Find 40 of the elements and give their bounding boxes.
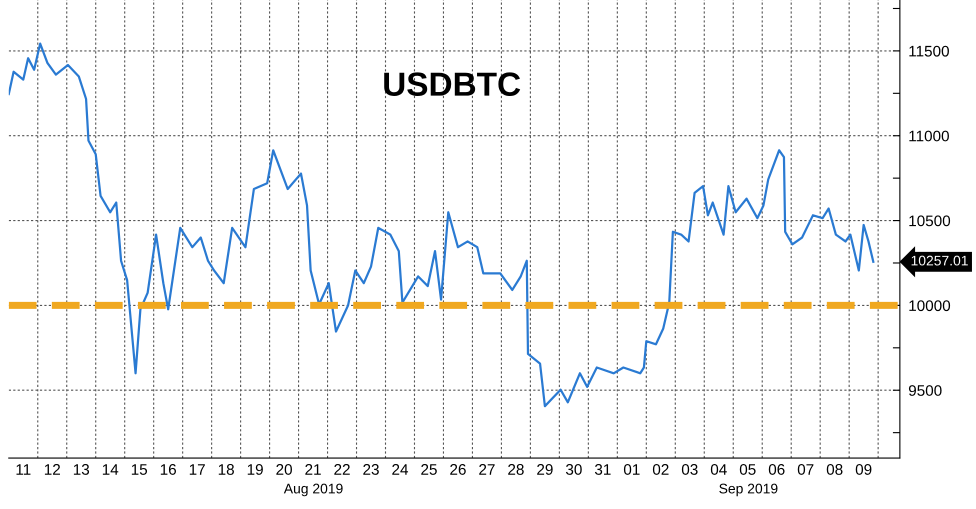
x-tick-label: 01 <box>624 464 640 475</box>
x-tick-label: 02 <box>652 464 669 475</box>
x-tick-label: 11 <box>16 464 30 475</box>
y-tick-label: 9500 <box>908 385 942 396</box>
x-tick-label: 12 <box>44 464 60 475</box>
x-tick-label: 03 <box>682 464 698 475</box>
x-tick-label: 08 <box>826 464 843 475</box>
y-tick-label: 10000 <box>909 300 950 312</box>
x-tick-label: 09 <box>856 464 872 475</box>
y-tick-label: 10500 <box>909 215 950 226</box>
x-tick-label: 13 <box>74 464 90 475</box>
x-tick-label: 15 <box>132 464 148 475</box>
x-tick-label: 21 <box>305 464 321 475</box>
x-tick-label: 04 <box>710 464 727 475</box>
line-series <box>8 42 874 408</box>
x-tick-label: 06 <box>768 464 785 475</box>
x-tick-label: 16 <box>160 464 176 475</box>
x-tick-label: 23 <box>363 464 379 475</box>
x-tick-label: 30 <box>566 464 582 475</box>
x-tick-label: 14 <box>102 464 118 475</box>
x-tick-label: 31 <box>594 464 611 475</box>
x-tick-label: 24 <box>392 464 408 475</box>
x-tick-label: 05 <box>740 464 756 475</box>
text: Aug 2019 <box>284 484 343 496</box>
x-tick-label: 07 <box>798 464 814 475</box>
y-tick-label: 11000 <box>909 130 949 142</box>
annotation: 10257.01 <box>912 256 968 266</box>
x-tick-label: 22 <box>334 464 350 475</box>
x-tick-label: 26 <box>450 464 466 475</box>
x-tick-label: 18 <box>218 464 234 475</box>
x-tick-label: 25 <box>421 464 437 475</box>
x-tick-label: 29 <box>537 464 553 475</box>
x-tick-label: 17 <box>190 464 205 475</box>
x-tick-label: 27 <box>479 464 495 475</box>
text: USDBTC <box>384 72 520 96</box>
x-tick-label: 28 <box>508 464 524 475</box>
x-tick-label: 20 <box>276 464 292 475</box>
y-tick-label: 11500 <box>909 46 949 57</box>
x-tick-label: 19 <box>248 464 263 475</box>
text: Sep 2019 <box>719 484 778 496</box>
